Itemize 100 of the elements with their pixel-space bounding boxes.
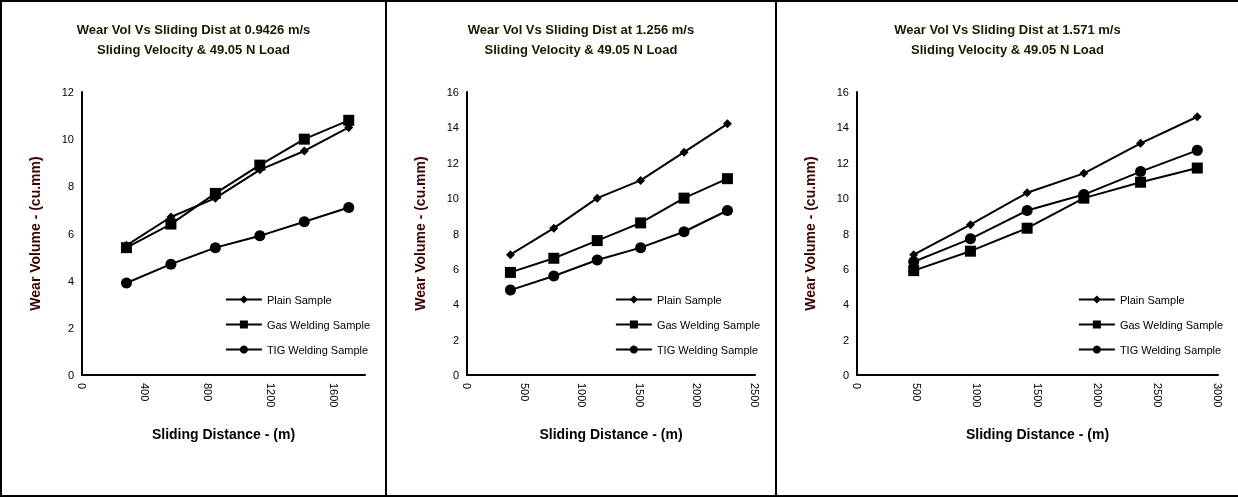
x-tick-label: 0 <box>461 383 473 390</box>
point <box>1079 168 1089 178</box>
legend-label: Plain Sample <box>266 293 332 306</box>
x-tick-label: 2000 <box>1091 383 1104 408</box>
y-axis-title: Wear Volume - (cu.mm) <box>802 156 818 311</box>
legend-label: TIG Welding Sample <box>1119 343 1222 356</box>
point <box>299 146 309 156</box>
y-tick-label: 12 <box>836 156 849 169</box>
x-tick-label: 0 <box>76 383 88 390</box>
point <box>1021 222 1033 234</box>
chart-title: Wear Vol Vs Sliding Dist at 1.256 m/s Sliding Velocity & 49.05 N Load <box>467 21 695 57</box>
legend-label: TIG Welding Sample <box>266 343 369 356</box>
point <box>592 193 602 203</box>
y-tick-label: 12 <box>446 156 459 169</box>
x-tick-label: 1600 <box>327 383 340 408</box>
x-tick-label: 0 <box>851 383 863 390</box>
y-tick-label: 10 <box>446 192 459 205</box>
point <box>548 270 560 282</box>
point <box>343 202 355 214</box>
point <box>343 114 355 126</box>
point <box>254 159 266 171</box>
point <box>1191 144 1203 156</box>
point <box>635 217 647 229</box>
point <box>298 133 310 145</box>
chart-title: Wear Vol Vs Sliding Dist at 1.571 m/s Sliding Velocity & 49.05 N Load <box>894 21 1121 57</box>
point <box>1135 176 1147 188</box>
x-tick-label: 2000 <box>691 383 704 408</box>
y-axis-title: Wear Volume - (cu.mm) <box>27 156 43 311</box>
y-tick-label: 14 <box>836 121 849 134</box>
point <box>505 250 515 260</box>
point <box>965 220 975 230</box>
y-tick-label: 4 <box>452 298 459 311</box>
point <box>1021 205 1033 216</box>
y-tick-label: 6 <box>842 262 849 275</box>
x-axis-title: Sliding Distance - (m) <box>151 426 296 442</box>
x-tick-label: 2500 <box>749 383 761 408</box>
x-tick-label: 1000 <box>971 383 984 408</box>
y-tick-label: 2 <box>67 321 74 334</box>
y-tick-label: 14 <box>446 121 459 134</box>
legend-label: Gas Welding Sample <box>266 318 370 331</box>
x-tick-label: 1000 <box>576 383 589 408</box>
y-tick-label: 8 <box>842 227 849 240</box>
point <box>678 192 690 204</box>
point <box>548 252 560 264</box>
point <box>1135 166 1147 178</box>
y-tick-label: 10 <box>61 133 74 146</box>
y-tick-label: 16 <box>446 86 459 98</box>
point <box>721 205 733 216</box>
point <box>636 175 646 185</box>
point <box>591 235 603 247</box>
x-tick-label: 1200 <box>264 383 277 408</box>
legend-label: Plain Sample <box>656 293 722 306</box>
point <box>964 233 976 245</box>
point <box>120 242 132 254</box>
x-tick-label: 500 <box>518 383 531 402</box>
legend-label: Plain Sample <box>1119 293 1185 306</box>
point <box>721 173 733 185</box>
y-tick-label: 8 <box>67 180 74 193</box>
y-tick-label: 4 <box>67 274 74 287</box>
x-axis-title: Sliding Distance - (m) <box>965 426 1110 442</box>
point <box>591 254 603 266</box>
y-tick-label: 0 <box>67 369 74 381</box>
legend-label: Gas Welding Sample <box>656 318 760 331</box>
point <box>679 147 689 157</box>
point <box>165 258 177 270</box>
point <box>504 266 516 278</box>
y-tick-label: 12 <box>61 86 74 98</box>
legend-label: TIG Welding Sample <box>656 343 759 356</box>
x-tick-label: 400 <box>138 383 151 402</box>
point <box>120 277 132 289</box>
point <box>964 245 976 257</box>
y-tick-label: 6 <box>67 227 74 240</box>
y-tick-label: 8 <box>452 227 459 240</box>
point <box>1022 188 1032 198</box>
point <box>1191 162 1203 174</box>
point <box>504 284 516 296</box>
x-axis-title: Sliding Distance - (m) <box>539 426 683 442</box>
y-tick-label: 2 <box>842 333 849 346</box>
y-tick-label: 0 <box>452 369 459 381</box>
y-tick-label: 16 <box>836 86 849 98</box>
x-tick-label: 1500 <box>633 383 646 408</box>
point <box>209 242 221 254</box>
y-axis-title: Wear Volume - (cu.mm) <box>412 156 428 311</box>
x-tick-label: 500 <box>911 383 924 402</box>
y-tick-label: 2 <box>452 333 459 346</box>
x-tick-label: 2500 <box>1151 383 1164 408</box>
y-tick-label: 4 <box>842 298 849 311</box>
point <box>635 242 647 254</box>
y-tick-label: 6 <box>452 262 459 275</box>
x-tick-label: 1500 <box>1031 383 1044 408</box>
point <box>165 218 177 230</box>
legend-label: Gas Welding Sample <box>1119 318 1223 331</box>
point <box>1136 138 1146 148</box>
y-tick-label: 10 <box>836 192 849 205</box>
y-tick-label: 0 <box>842 369 849 381</box>
chart-title: Wear Vol Vs Sliding Dist at 0.9426 m/s Sliding Velocity & 49.05 N Load <box>76 21 311 57</box>
point <box>549 223 559 233</box>
point <box>678 226 690 238</box>
point <box>209 187 221 199</box>
point <box>254 230 266 242</box>
